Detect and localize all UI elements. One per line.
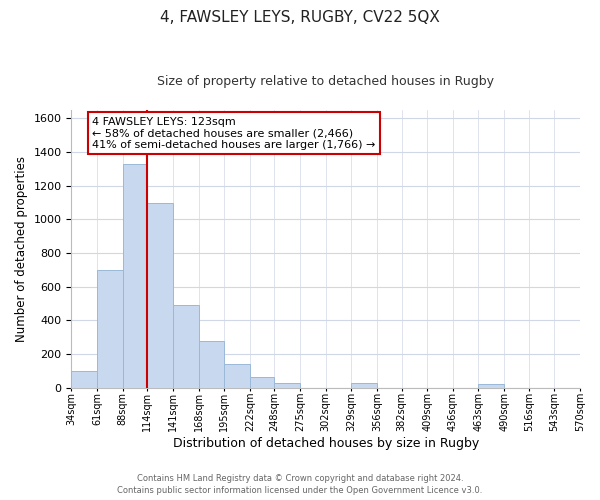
Text: 4 FAWSLEY LEYS: 123sqm
← 58% of detached houses are smaller (2,466)
41% of semi-: 4 FAWSLEY LEYS: 123sqm ← 58% of detached… [92,116,376,150]
Text: Contains HM Land Registry data © Crown copyright and database right 2024.
Contai: Contains HM Land Registry data © Crown c… [118,474,482,495]
Bar [97,270,122,388]
Bar [173,306,199,388]
Bar [274,382,300,388]
Bar [478,384,504,388]
X-axis label: Distribution of detached houses by size in Rugby: Distribution of detached houses by size … [173,437,479,450]
Bar [199,340,224,388]
Bar [250,377,274,388]
Bar [71,371,97,388]
Bar [122,164,148,388]
Bar [352,382,377,388]
Bar [148,202,173,388]
Y-axis label: Number of detached properties: Number of detached properties [15,156,28,342]
Text: 4, FAWSLEY LEYS, RUGBY, CV22 5QX: 4, FAWSLEY LEYS, RUGBY, CV22 5QX [160,10,440,25]
Bar [224,364,250,388]
Title: Size of property relative to detached houses in Rugby: Size of property relative to detached ho… [157,75,494,88]
